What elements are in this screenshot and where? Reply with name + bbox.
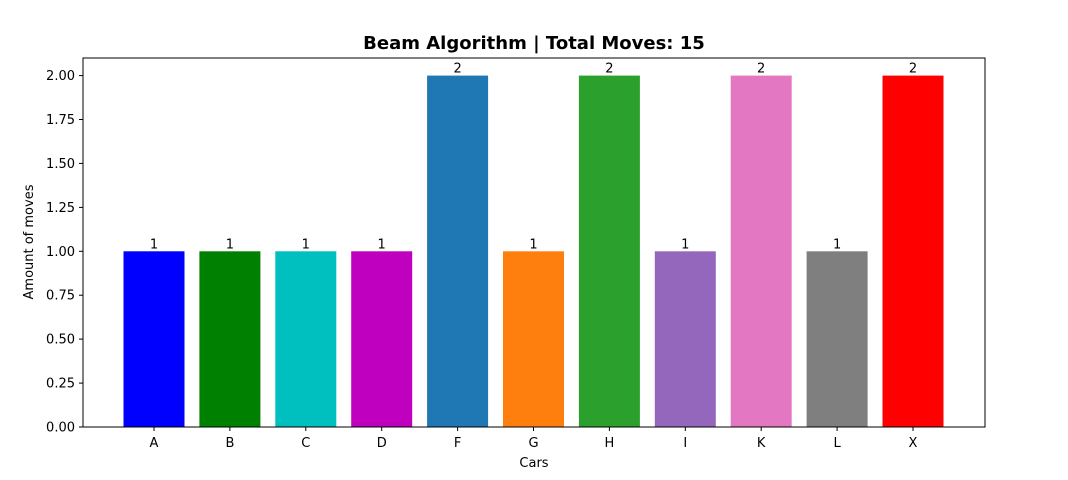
y-tick-label: 1.00 [46, 245, 75, 260]
x-tick-label-f: F [454, 436, 461, 451]
bar-c [275, 251, 337, 427]
x-tick-label-x: X [909, 436, 918, 451]
bar-value-label-c: 1 [302, 237, 310, 252]
x-tick-label-k: K [757, 436, 766, 451]
bar-f [427, 75, 489, 427]
x-tick-label-i: I [683, 436, 687, 451]
plot-frame [82, 57, 986, 428]
bar-h [578, 75, 640, 427]
chart-title: Beam Algorithm | Total Moves: 15 [363, 33, 705, 54]
bars-group [123, 75, 944, 427]
bar-i [654, 251, 716, 427]
x-tick-label-b: B [225, 436, 234, 451]
bar-value-label-k: 2 [757, 62, 765, 77]
y-tick-label: 1.75 [46, 113, 75, 128]
bar-value-label-b: 1 [226, 237, 234, 252]
bar-g [503, 251, 564, 427]
x-tick-label-l: L [833, 436, 841, 451]
x-tick-label-h: H [605, 436, 615, 451]
bar-value-label-i: 1 [681, 237, 689, 252]
y-tick-label: 0.50 [46, 333, 75, 348]
bar-value-label-a: 1 [150, 237, 158, 252]
bar-l [806, 251, 868, 427]
bar-value-label-g: 1 [529, 237, 537, 252]
bar-x [882, 75, 944, 427]
x-tick-label-d: D [377, 436, 387, 451]
bar-value-label-f: 2 [453, 62, 461, 77]
y-tick-label: 2.00 [46, 69, 75, 84]
y-tick-label: 0.00 [46, 421, 75, 436]
y-axis-ticks: 0.00 0.25 0.50 0.75 1.00 1.25 1.50 1.75 2.00 [46, 69, 83, 436]
y-axis-label: Amount of moves [22, 184, 37, 299]
x-tick-label-a: A [150, 436, 159, 451]
y-tick-label: 1.50 [46, 157, 75, 172]
bar-a [123, 251, 185, 427]
bar-value-label-l: 1 [833, 237, 841, 252]
y-tick-label: 0.75 [46, 289, 75, 304]
bar-d [351, 251, 413, 427]
y-tick-label: 1.25 [46, 201, 75, 216]
y-tick-label: 0.25 [46, 377, 75, 392]
x-tick-label-c: C [301, 436, 310, 451]
bar-value-label-d: 1 [378, 237, 386, 252]
x-tick-label-g: G [528, 436, 538, 451]
bar-value-label-h: 2 [605, 62, 613, 77]
bar-b [199, 251, 261, 427]
bar-value-label-x: 2 [909, 62, 917, 77]
bar-labels-group: 1 1 1 1 2 1 2 1 2 1 2 [150, 62, 917, 253]
x-axis-label: Cars [519, 456, 548, 471]
bar-k [730, 75, 792, 427]
